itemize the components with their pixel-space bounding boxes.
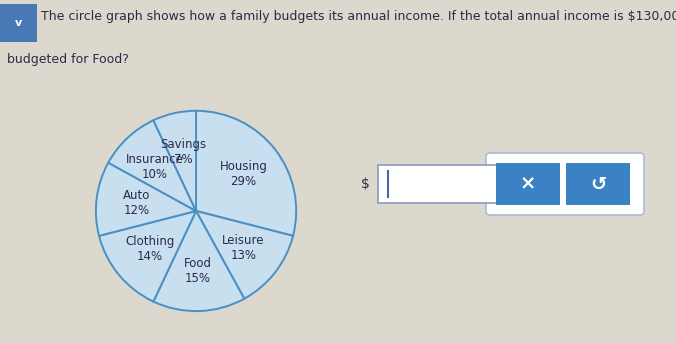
FancyBboxPatch shape (486, 153, 644, 215)
Wedge shape (96, 163, 196, 236)
Wedge shape (153, 211, 244, 311)
Text: Food
15%: Food 15% (184, 257, 212, 285)
Text: Auto
12%: Auto 12% (123, 189, 150, 217)
Wedge shape (153, 111, 196, 211)
Wedge shape (196, 211, 293, 299)
Wedge shape (99, 211, 196, 301)
Wedge shape (108, 120, 196, 211)
Text: Savings
7%: Savings 7% (160, 138, 206, 166)
Text: $: $ (361, 177, 370, 191)
Text: Leisure
13%: Leisure 13% (222, 234, 265, 262)
Text: The circle graph shows how a family budgets its annual income. If the total annu: The circle graph shows how a family budg… (41, 10, 676, 23)
Text: budgeted for Food?: budgeted for Food? (7, 53, 128, 66)
Text: Clothing
14%: Clothing 14% (125, 235, 174, 263)
Text: v: v (15, 18, 22, 28)
Text: Housing
29%: Housing 29% (220, 160, 268, 188)
FancyBboxPatch shape (378, 165, 523, 203)
FancyBboxPatch shape (496, 163, 560, 205)
Wedge shape (196, 111, 296, 236)
FancyBboxPatch shape (0, 4, 37, 42)
FancyBboxPatch shape (566, 163, 630, 205)
Text: Insurance
10%: Insurance 10% (126, 153, 184, 181)
Text: ×: × (520, 175, 536, 193)
Text: ↺: ↺ (590, 175, 606, 193)
